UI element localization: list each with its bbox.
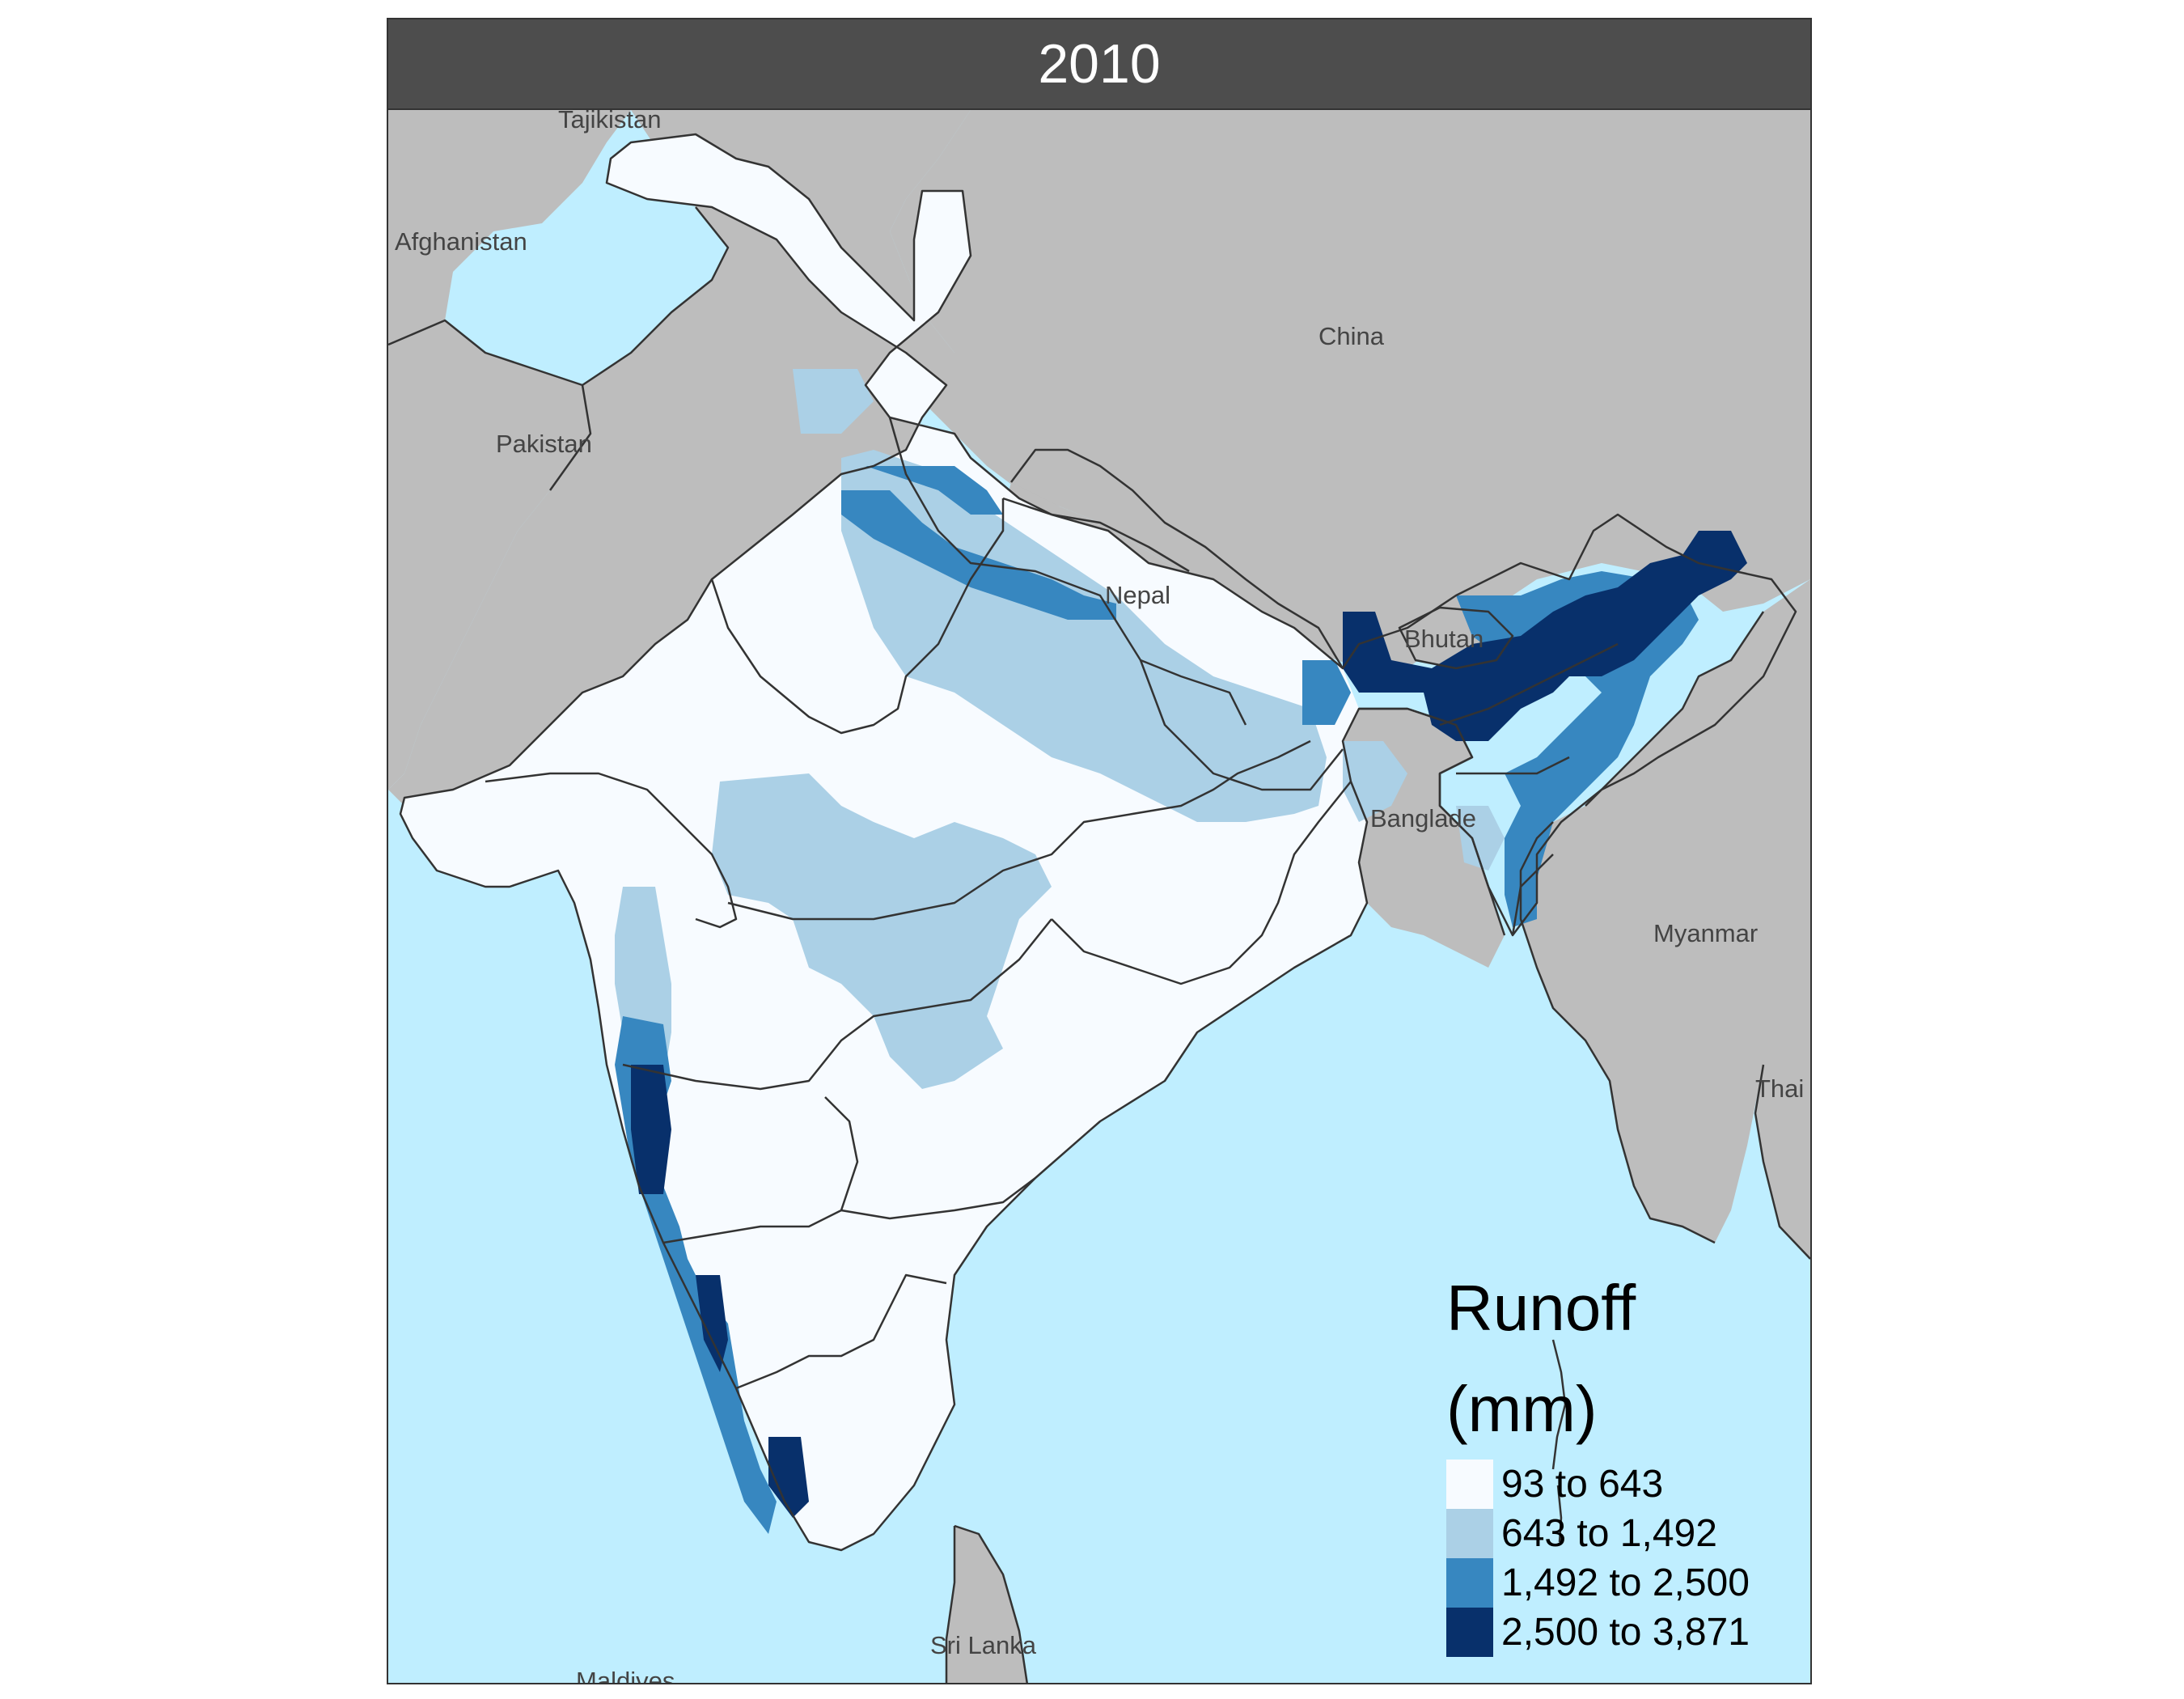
- runoff-region: [841, 450, 1327, 822]
- state-border-rajasthan: [710, 498, 1005, 735]
- label-maldives: Maldives: [576, 1667, 675, 1684]
- state-border-karnataka: [662, 1096, 859, 1244]
- legend-item: 2,500 to 3,871: [1446, 1608, 1802, 1657]
- legend-label: 2,500 to 3,871: [1501, 1611, 1750, 1654]
- legend-item: 93 to 643: [1446, 1460, 1802, 1509]
- legend-items: 93 to 643 643 to 1,492 1,492 to 2,500 2,500…: [1446, 1460, 1802, 1657]
- label-bangladesh: Banglade: [1370, 804, 1476, 833]
- label-thai: Thai: [1755, 1074, 1804, 1103]
- label-myanmar: Myanmar: [1653, 919, 1758, 947]
- runoff-region: [1456, 806, 1505, 871]
- legend-swatch: [1446, 1558, 1493, 1608]
- border-bhutan: [1398, 606, 1514, 670]
- land-sri-lanka: [946, 1526, 1027, 1683]
- state-border-maharashtra: [622, 918, 1052, 1091]
- state-border-tn: [735, 1273, 947, 1390]
- legend: Runoff (mm) 93 to 643 643 to 1,492 1,492 t…: [1446, 1257, 1802, 1657]
- runoff-region: [631, 1065, 671, 1194]
- runoff-region: [841, 490, 1116, 620]
- state-border-bihar: [1139, 659, 1344, 791]
- state-border-ap: [840, 1177, 1036, 1220]
- land-myanmar-east: [1521, 579, 1810, 1259]
- label-afghanistan: Afghanistan: [395, 227, 527, 256]
- border-pak-afg: [388, 206, 730, 491]
- legend-label: 643 to 1,492: [1501, 1512, 1717, 1555]
- land-china: [890, 110, 1810, 668]
- country-labels: Tajikistan Afghanistan Pakistan China Ne…: [395, 110, 1804, 1684]
- runoff-region: [768, 1437, 809, 1518]
- label-bhutan: Bhutan: [1404, 625, 1484, 653]
- map-panel: 2010: [387, 18, 1812, 1684]
- legend-label: 93 to 643: [1501, 1463, 1664, 1506]
- facet-title: 2010: [1038, 33, 1161, 95]
- state-border-odisha: [1051, 781, 1352, 985]
- runoff-region: [793, 369, 874, 434]
- legend-swatch: [1446, 1608, 1493, 1657]
- state-border-mp: [727, 739, 1311, 921]
- label-nepal: Nepal: [1105, 581, 1170, 609]
- legend-item: 1,492 to 2,500: [1446, 1558, 1802, 1608]
- legend-item: 643 to 1,492: [1446, 1509, 1802, 1558]
- runoff-region: [696, 1275, 728, 1372]
- border-myanmar: [1519, 611, 1810, 1260]
- border-sri-lanka: [945, 1524, 1028, 1683]
- runoff-region: [1302, 660, 1351, 725]
- runoff-region: [1343, 531, 1747, 741]
- legend-title: Runoff (mm): [1446, 1272, 1636, 1445]
- runoff-map: Tajikistan Afghanistan Pakistan China Ne…: [388, 110, 1810, 1684]
- andaman-islands: [1551, 1339, 1567, 1543]
- runoff-grid: [400, 134, 1747, 1550]
- border-nepal: [1002, 448, 1344, 669]
- runoff-region: [866, 466, 1003, 515]
- borders: [388, 133, 1810, 1683]
- legend-swatch: [1446, 1460, 1493, 1509]
- label-pakistan: Pakistan: [496, 430, 592, 458]
- state-border-gujarat: [485, 772, 738, 929]
- land-west: [388, 110, 631, 790]
- label-tajikistan: Tajikistan: [558, 110, 662, 133]
- runoff-region: [712, 773, 1052, 1089]
- state-border-up: [888, 417, 1247, 726]
- label-china: China: [1318, 322, 1385, 350]
- legend-swatch: [1446, 1509, 1493, 1558]
- facet-strip: 2010: [388, 19, 1810, 110]
- border-bangladesh: [1359, 707, 1506, 936]
- label-sri-lanka: Sri Lanka: [930, 1631, 1037, 1659]
- legend-label: 1,492 to 2,500: [1501, 1561, 1750, 1604]
